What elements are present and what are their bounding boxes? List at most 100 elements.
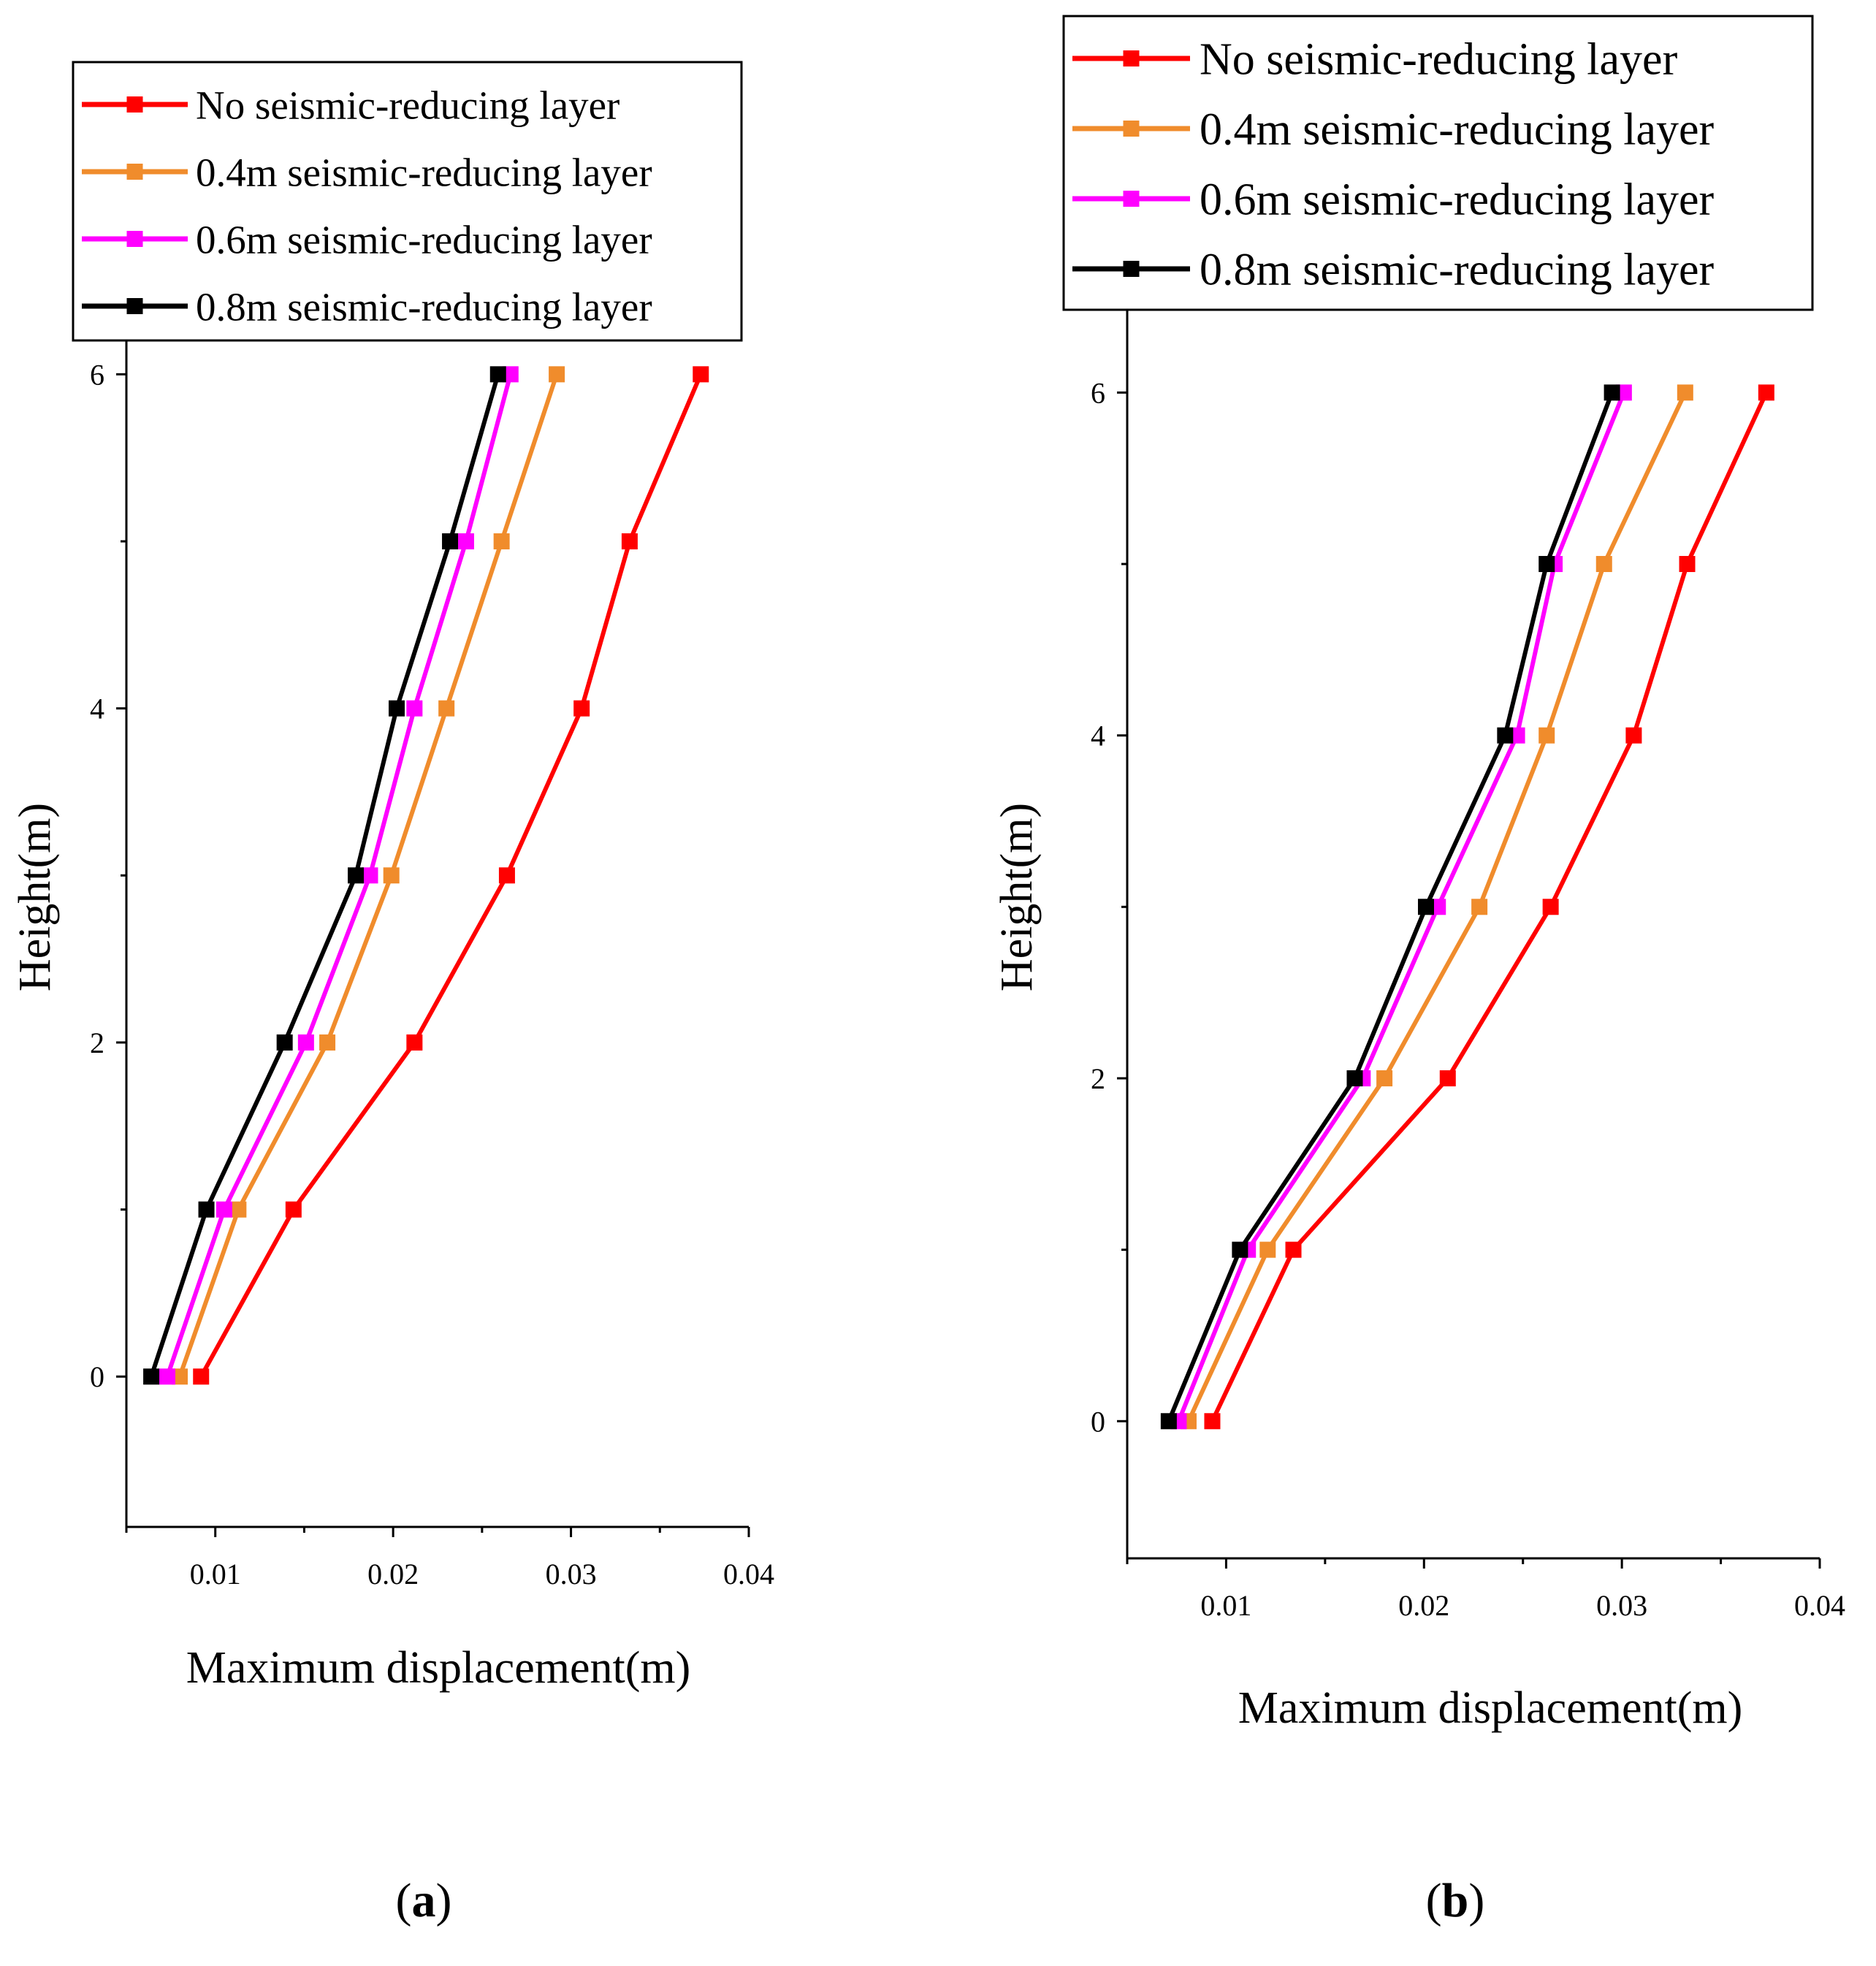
data-point [1346, 1070, 1363, 1086]
data-point [285, 1201, 302, 1218]
data-point [159, 1368, 175, 1385]
legend-label: 0.8m seismic-reducing layer [196, 284, 652, 329]
data-point [143, 1368, 160, 1385]
legend-label: No seismic-reducing layer [196, 83, 619, 127]
legend-entry-3: 0.8m seismic-reducing layer [82, 284, 652, 329]
series-line [149, 373, 500, 1378]
legend: No seismic-reducing layer 0.4m seismic-re… [1062, 15, 1814, 311]
legend-entry-0: No seismic-reducing layer [1072, 35, 1678, 85]
series-line [165, 373, 513, 1378]
x-tick-label: 0.04 [723, 1558, 774, 1590]
series-group [143, 366, 709, 1385]
legend-entry-1: 0.4m seismic-reducing layer [1072, 105, 1715, 155]
panel-caption: (a) [396, 1874, 452, 1927]
legend-label: No seismic-reducing layer [1200, 35, 1678, 85]
series-3 [143, 366, 506, 1385]
x-ticks: 0.01 0.02 0.03 0.04 [1126, 1558, 1845, 1622]
x-ticks: 0.01 0.02 0.03 0.04 [125, 1527, 774, 1590]
data-point [457, 533, 474, 549]
data-point [389, 700, 405, 717]
caption-open-paren: ( [396, 1874, 412, 1927]
caption-close-paren: ) [1468, 1874, 1484, 1927]
legend-label: 0.8m seismic-reducing layer [1200, 245, 1715, 295]
y-axis-label: Height(m) [10, 803, 60, 991]
legend-swatch-marker [1123, 261, 1140, 277]
legend-swatch-marker [126, 231, 143, 247]
data-point [1376, 1070, 1393, 1086]
data-point [1232, 1241, 1248, 1258]
data-point [621, 533, 638, 549]
data-point [549, 366, 565, 383]
series-1 [172, 366, 565, 1385]
data-point [1285, 1241, 1302, 1258]
data-point [1595, 555, 1612, 572]
data-point [230, 1201, 247, 1218]
data-point [297, 1034, 314, 1051]
data-point [1542, 899, 1559, 915]
data-point [1604, 384, 1620, 401]
legend-swatch-marker [1123, 121, 1140, 137]
data-point [438, 700, 455, 717]
data-point [1160, 1413, 1177, 1430]
legend-box [72, 61, 743, 342]
data-point [1758, 384, 1774, 401]
legend-swatch-marker [126, 96, 143, 113]
data-point [193, 1368, 210, 1385]
series-group [1160, 384, 1774, 1430]
legend-swatch-marker [126, 164, 143, 180]
legend-entry-3: 0.8m seismic-reducing layer [1072, 245, 1715, 295]
legend: No seismic-reducing layer 0.4m seismic-re… [72, 61, 743, 342]
x-tick-label: 0.03 [546, 1558, 597, 1590]
data-point [1471, 899, 1488, 915]
series-line [1210, 392, 1769, 1422]
data-point [348, 867, 365, 884]
data-point [198, 1201, 215, 1218]
data-point [1538, 727, 1555, 744]
panel-b: 0.01 0.02 0.03 0.04 0 2 4 6 Maximum displaceme… [992, 15, 1845, 1927]
data-point [1259, 1241, 1276, 1258]
y-tick-label: 6 [1091, 376, 1105, 409]
series-2 [1170, 384, 1632, 1430]
panel-a: 0.01 0.02 0.03 0.04 0 2 4 6 Maximum displaceme… [10, 61, 774, 1927]
legend-swatch-marker [1123, 50, 1140, 66]
legend-entry-2: 0.6m seismic-reducing layer [1072, 175, 1715, 225]
x-tick-label: 0.04 [1794, 1589, 1845, 1622]
data-point [1679, 555, 1696, 572]
y-tick-label: 2 [1091, 1062, 1105, 1095]
data-point [276, 1034, 293, 1051]
legend-label: 0.6m seismic-reducing layer [196, 217, 652, 262]
data-point [442, 533, 459, 549]
y-ticks: 0 2 4 6 [90, 358, 126, 1393]
data-point [383, 867, 400, 884]
legend-label: 0.6m seismic-reducing layer [1200, 175, 1715, 225]
x-tick-label: 0.02 [367, 1558, 419, 1590]
x-tick-label: 0.02 [1398, 1589, 1449, 1622]
data-point [489, 366, 506, 383]
data-point [216, 1201, 232, 1218]
caption-close-paren: ) [436, 1874, 452, 1927]
x-axis-label: Maximum displacement(m) [186, 1643, 690, 1693]
series-3 [1160, 384, 1620, 1430]
caption-open-paren: ( [1426, 1874, 1442, 1927]
data-point [693, 366, 709, 383]
legend-label: 0.4m seismic-reducing layer [196, 150, 652, 194]
series-0 [1204, 384, 1774, 1430]
y-tick-label: 4 [1091, 720, 1105, 753]
legend-swatch-marker [1123, 191, 1140, 207]
data-point [406, 1034, 423, 1051]
series-0 [193, 366, 709, 1385]
data-point [319, 1034, 336, 1051]
data-point [172, 1368, 188, 1385]
data-point [1497, 727, 1514, 744]
data-point [502, 366, 519, 383]
data-point [1439, 1070, 1456, 1086]
caption-letter: a [412, 1874, 436, 1927]
series-line [199, 373, 704, 1378]
legend-box [1062, 15, 1814, 311]
legend-label: 0.4m seismic-reducing layer [1200, 105, 1715, 155]
panel-caption: (b) [1426, 1874, 1485, 1927]
series-2 [159, 366, 519, 1385]
legend-entry-0: No seismic-reducing layer [82, 83, 619, 127]
data-point [406, 700, 423, 717]
